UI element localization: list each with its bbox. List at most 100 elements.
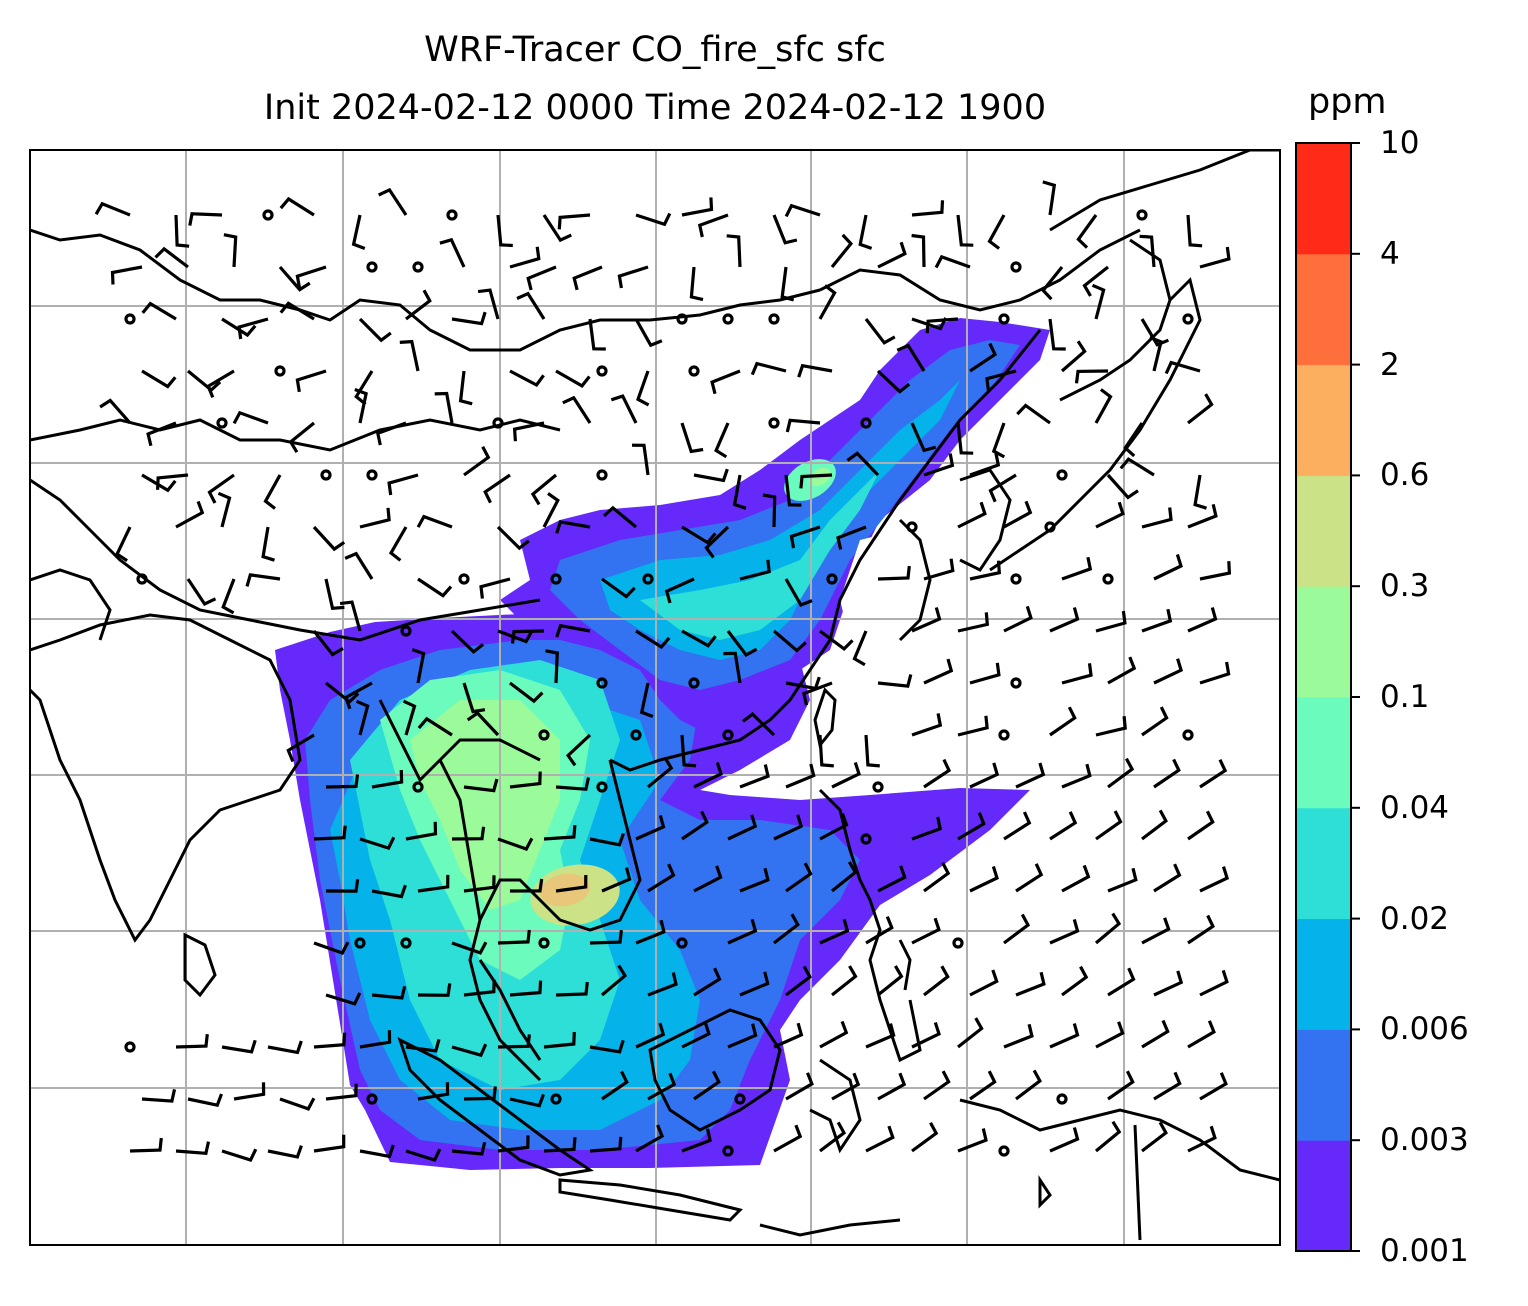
wind-barb — [450, 629, 485, 654]
wind-barb — [325, 878, 360, 893]
wind-barb — [313, 825, 347, 841]
wind-barb — [223, 233, 238, 268]
wind-barb — [957, 715, 989, 737]
colorbar-tick-label: 0.02 — [1380, 900, 1450, 937]
wind-barb — [819, 1121, 847, 1153]
map-frame — [29, 149, 1281, 1246]
wind-barb — [1119, 457, 1155, 477]
wind-barb — [991, 422, 1006, 459]
wind-barb — [562, 395, 592, 424]
wind-barb — [462, 682, 486, 714]
wind-barb — [865, 915, 894, 945]
wind-barb — [877, 674, 913, 688]
wind-barb — [739, 764, 770, 789]
wind-barb — [1164, 360, 1201, 375]
wind-barb — [750, 361, 787, 376]
wind-barb — [1187, 810, 1215, 841]
wind-barb — [451, 1141, 487, 1156]
wind-barb — [957, 612, 990, 633]
wind-barb — [267, 1040, 303, 1055]
calm-wind-marker — [826, 573, 838, 585]
wind-barb — [1049, 706, 1077, 737]
wind-barb — [1107, 757, 1135, 789]
wind-barb — [635, 814, 666, 841]
calm-wind-marker — [354, 937, 366, 949]
wind-barb — [221, 317, 257, 338]
calm-wind-marker — [1136, 209, 1148, 221]
wind-barb — [1049, 811, 1078, 841]
wind-barb — [969, 1070, 997, 1101]
calm-wind-marker — [768, 313, 780, 325]
calm-wind-marker — [1056, 1093, 1068, 1105]
wind-barb — [439, 237, 466, 268]
wind-barb — [221, 578, 236, 615]
wind-barb — [1141, 917, 1171, 945]
wind-barb — [601, 867, 632, 893]
wind-barb — [405, 1148, 442, 1162]
wind-barb — [378, 187, 408, 216]
wind-barb — [312, 525, 346, 552]
wind-barb — [785, 418, 821, 433]
wind-barb — [371, 884, 407, 899]
wind-barb — [923, 658, 954, 685]
wind-barb — [1199, 246, 1231, 269]
wind-barb — [359, 836, 396, 851]
wind-barb — [635, 1022, 666, 1049]
wind-barb — [526, 265, 557, 291]
wind-barb — [542, 214, 572, 243]
wind-barb — [1049, 1023, 1080, 1049]
wind-barb — [313, 1032, 347, 1049]
wind-barb — [1140, 318, 1170, 347]
wind-barb — [1003, 605, 1033, 633]
wind-barb — [466, 710, 500, 737]
colorbar-unit-label: ppm — [1308, 82, 1387, 122]
wind-barb — [572, 265, 603, 291]
wind-barb — [358, 317, 392, 343]
wind-barb — [1141, 1121, 1168, 1153]
wind-barb — [233, 1082, 266, 1101]
colorbar — [1295, 142, 1360, 1252]
wind-barb — [693, 865, 723, 893]
wind-barb — [555, 520, 591, 534]
wind-barb — [1107, 867, 1138, 893]
wind-barb — [325, 774, 360, 789]
wind-barb — [739, 867, 770, 893]
wind-barb — [831, 861, 858, 893]
wind-barb — [704, 525, 730, 559]
calm-wind-marker — [722, 729, 734, 741]
wind-barb — [339, 600, 362, 632]
colorbar-segment — [1296, 807, 1351, 920]
calm-wind-marker — [1044, 521, 1056, 533]
wind-barb — [689, 266, 704, 302]
wind-barb — [497, 929, 531, 945]
wind-barb — [530, 473, 558, 506]
wind-barb — [601, 1070, 629, 1101]
wind-barb — [1095, 716, 1127, 737]
wind-barb — [295, 369, 327, 393]
wind-barb — [588, 318, 606, 351]
wind-barb — [509, 681, 544, 704]
wind-barb — [635, 212, 672, 227]
wind-barb — [1187, 1020, 1216, 1049]
wind-barb — [496, 525, 530, 551]
wind-barb — [545, 649, 559, 684]
wind-barb — [405, 821, 438, 841]
calm-wind-marker — [676, 937, 688, 949]
wind-barb — [693, 1070, 721, 1101]
wind-barb — [969, 662, 1001, 685]
calm-wind-marker — [860, 417, 872, 429]
wind-barb — [836, 525, 867, 550]
wind-barb — [1094, 1120, 1122, 1153]
colorbar-tick-label: 0.04 — [1380, 789, 1450, 826]
wind-barb — [496, 214, 513, 248]
wind-barb — [175, 500, 205, 529]
wind-barb — [635, 1124, 665, 1153]
wind-barb — [784, 203, 821, 218]
wind-barb — [463, 778, 499, 793]
wind-barb — [610, 394, 638, 424]
wind-barb — [399, 339, 420, 372]
wind-barb — [351, 214, 366, 250]
wind-barb — [344, 551, 374, 580]
wind-barb — [1187, 914, 1215, 945]
map-plot-area — [30, 150, 1280, 1245]
